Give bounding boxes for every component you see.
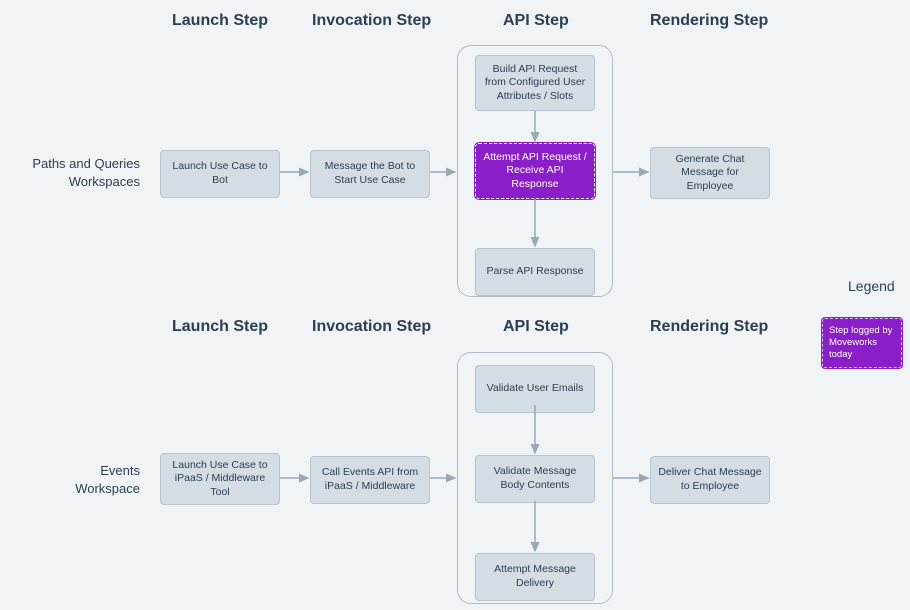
node-build-api-request: Build API Request from Configured User A… — [475, 55, 595, 111]
node-attempt-api-request: Attempt API Request / Receive API Respon… — [475, 143, 595, 199]
row-label-text-2: EventsWorkspace — [75, 463, 140, 496]
row-label-paths-queries: Paths and QueriesWorkspaces — [10, 155, 140, 190]
node-launch-use-case-bot: Launch Use Case to Bot — [160, 150, 280, 198]
row-label-events: EventsWorkspace — [10, 462, 140, 497]
node-launch-use-case-ipaas: Launch Use Case to iPaaS / Middleware To… — [160, 453, 280, 505]
arrows-layer — [0, 0, 910, 610]
col-header-rendering-2: Rendering Step — [650, 318, 768, 336]
col-header-launch-2: Launch Step — [172, 318, 268, 336]
col-header-api-2: API Step — [503, 318, 569, 336]
node-parse-api-response: Parse API Response — [475, 248, 595, 296]
node-message-bot-start: Message the Bot to Start Use Case — [310, 150, 430, 198]
node-attempt-message-delivery: Attempt Message Delivery — [475, 553, 595, 601]
col-header-invocation-1: Invocation Step — [312, 12, 431, 30]
col-header-rendering-1: Rendering Step — [650, 12, 768, 30]
col-header-invocation-2: Invocation Step — [312, 318, 431, 336]
node-call-events-api: Call Events API from iPaaS / Middleware — [310, 456, 430, 504]
legend-box-step-logged: Step logged by Moveworks today — [822, 318, 902, 368]
col-header-launch-1: Launch Step — [172, 12, 268, 30]
col-header-api-1: API Step — [503, 12, 569, 30]
node-validate-user-emails: Validate User Emails — [475, 365, 595, 413]
node-deliver-chat-message: Deliver Chat Message to Employee — [650, 456, 770, 504]
row-label-text-1: Paths and QueriesWorkspaces — [32, 156, 140, 189]
legend-title: Legend — [848, 278, 895, 294]
node-generate-chat-message: Generate Chat Message for Employee — [650, 147, 770, 199]
node-validate-message-body: Validate Message Body Contents — [475, 455, 595, 503]
